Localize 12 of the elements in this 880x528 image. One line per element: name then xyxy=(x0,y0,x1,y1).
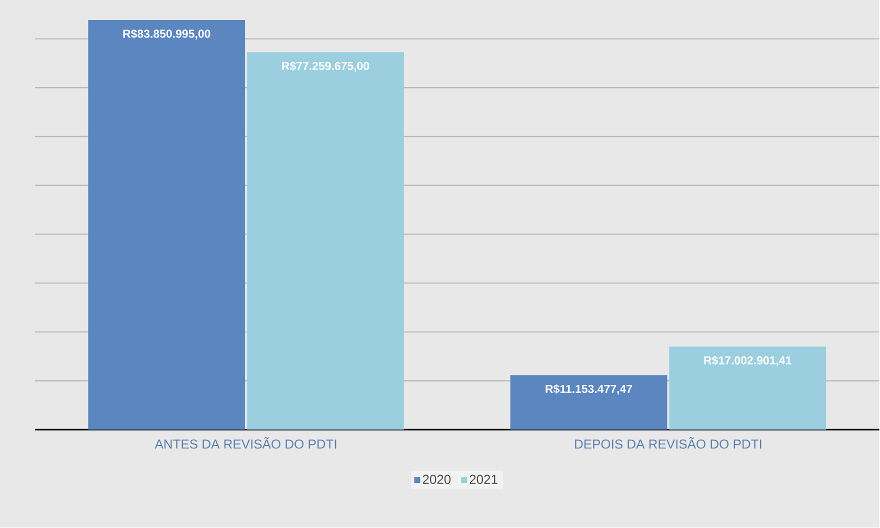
bar xyxy=(247,52,404,430)
x-tick-label: DEPOIS DA REVISÃO DO PDTI xyxy=(575,437,762,449)
data-label: R$17.002.901,41 xyxy=(704,356,792,366)
legend-label: 2021 xyxy=(470,475,498,484)
bar xyxy=(669,346,826,430)
data-label: R$83.850.995,00 xyxy=(123,29,210,40)
bar xyxy=(510,375,668,430)
data-label: R$11.153.477,47 xyxy=(546,384,632,395)
data-label: R$77.259.675,00 xyxy=(282,62,370,72)
legend-label: 2020 xyxy=(422,475,451,484)
bar xyxy=(88,20,246,430)
x-tick-label: ANTES DA REVISÃO DO PDTI xyxy=(154,437,336,449)
